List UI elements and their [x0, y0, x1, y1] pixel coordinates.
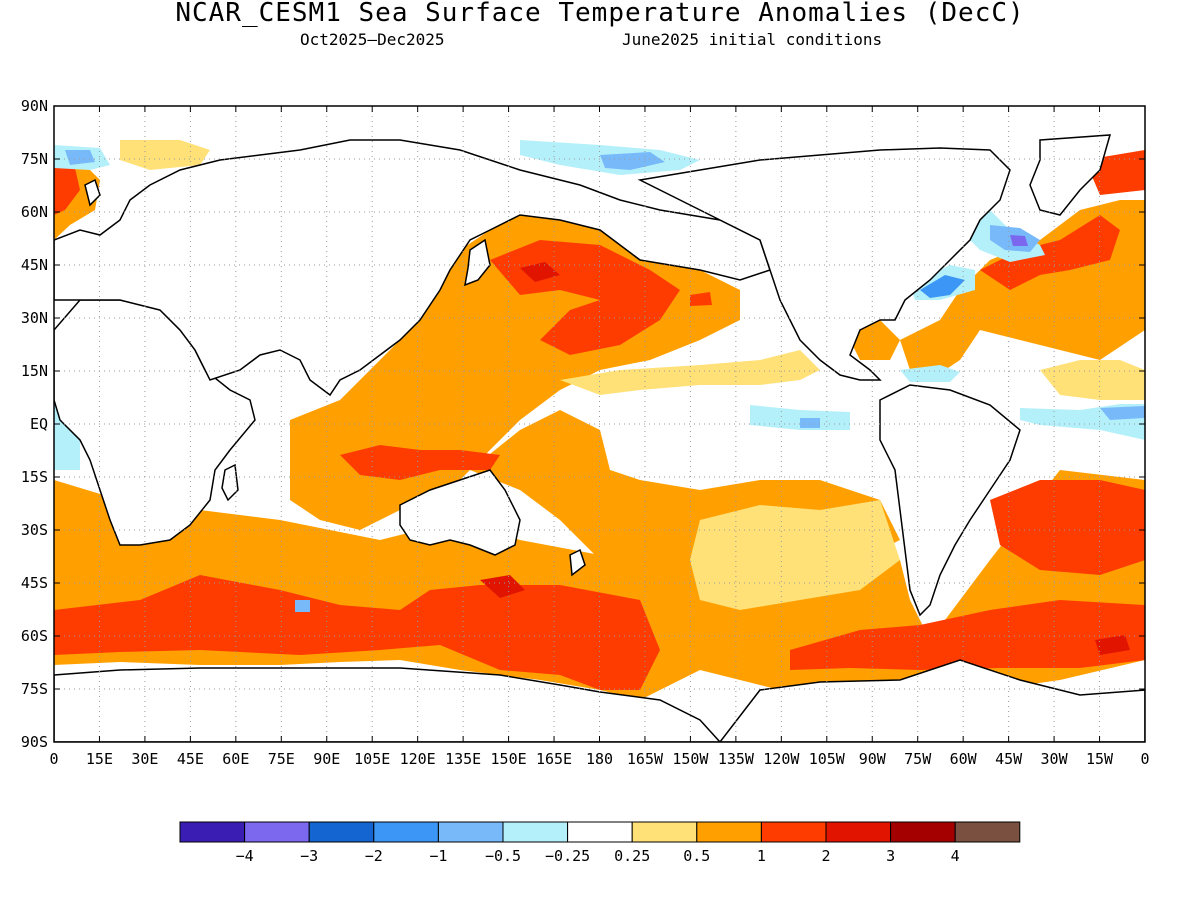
colorbar-label: −4 — [236, 847, 254, 865]
lon-tick-label: 105E — [354, 750, 390, 768]
colorbar-label: −2 — [365, 847, 383, 865]
lon-tick-label: 45E — [177, 750, 204, 768]
colorbar-swatch — [437, 821, 504, 843]
graticule — [54, 106, 1145, 742]
colorbar-label: −0.25 — [545, 847, 590, 865]
colorbar-swatch — [502, 821, 569, 843]
australia — [399, 469, 521, 556]
greenland — [1029, 134, 1112, 216]
lat-tick-label: 45N — [21, 256, 48, 274]
lon-tick-label: 135E — [445, 750, 481, 768]
lon-tick-label: 150W — [672, 750, 709, 768]
colorbar-label: −3 — [300, 847, 318, 865]
lon-tick-label: 30E — [131, 750, 158, 768]
initial-conditions: June2025 initial conditions — [622, 30, 883, 49]
colorbar-labels: −4 −3 −2 −1 −0.5 −0.25 0.25 0.5 1 2 3 4 — [236, 847, 960, 865]
colorbar-label: 3 — [886, 847, 895, 865]
lat-tick-label: 75N — [21, 150, 48, 168]
colorbar — [179, 821, 1021, 843]
colorbar-swatch — [179, 821, 246, 843]
colorbar-swatch — [308, 821, 375, 843]
lat-tick-label: 15S — [21, 468, 48, 486]
lon-tick-label: 180 — [586, 750, 613, 768]
colorbar-label: −1 — [429, 847, 447, 865]
lat-tick-label: 90N — [21, 97, 48, 115]
lon-tick-label: 75W — [904, 750, 932, 768]
lon-tick-label: 15E — [86, 750, 113, 768]
lon-tick-label: 75E — [268, 750, 295, 768]
lon-tick-label: 135W — [718, 750, 755, 768]
forecast-period: Oct2025–Dec2025 — [300, 30, 445, 49]
lon-tick-label: 45W — [995, 750, 1023, 768]
lon-tick-label: 90W — [859, 750, 887, 768]
colorbar-label: 0.5 — [683, 847, 710, 865]
lat-tick-label: 45S — [21, 574, 48, 592]
lat-tick-label: EQ — [30, 415, 48, 433]
colorbar-label: −0.5 — [485, 847, 521, 865]
lat-tick-label: 30S — [21, 521, 48, 539]
south-america — [879, 384, 1021, 617]
lon-tick-label: 150E — [491, 750, 527, 768]
lon-tick-label: 60E — [222, 750, 249, 768]
antarctica — [54, 667, 722, 742]
lon-tick-label: 165W — [627, 750, 664, 768]
lon-tick-label: 105W — [809, 750, 846, 768]
colorbar-label: 4 — [951, 847, 960, 865]
lon-tick-label: 90E — [313, 750, 340, 768]
colorbar-swatch — [825, 821, 892, 843]
lon-tick-label: 120W — [763, 750, 800, 768]
continent-outlines — [54, 134, 1145, 742]
lat-tick-label: 90S — [21, 733, 48, 751]
lat-tick-label: 75S — [21, 680, 48, 698]
colorbar-label: 1 — [757, 847, 766, 865]
lon-tick-label: 120E — [400, 750, 436, 768]
lat-tick-label: 30N — [21, 309, 48, 327]
colorbar-swatch — [954, 821, 1021, 843]
colorbar-swatch — [631, 821, 698, 843]
map-title: NCAR_CESM1 Sea Surface Temperature Anoma… — [175, 0, 1025, 28]
lon-tick-label: 60W — [950, 750, 978, 768]
lon-tick-label: 30W — [1041, 750, 1069, 768]
lon-tick-label: 165E — [536, 750, 572, 768]
lat-tick-label: 15N — [21, 362, 48, 380]
lon-tick-label: 0 — [49, 750, 58, 768]
colorbar-swatch — [373, 821, 439, 843]
colorbar-label: 2 — [821, 847, 830, 865]
lat-tick-label: 60S — [21, 627, 48, 645]
colorbar-swatch — [244, 821, 310, 843]
lat-tick-label: 60N — [21, 203, 48, 221]
colorbar-swatch — [890, 821, 956, 843]
colorbar-swatch — [567, 821, 633, 843]
colorbar-swatch — [696, 821, 762, 843]
colorbar-swatch — [760, 821, 827, 843]
lon-tick-label: 15W — [1086, 750, 1114, 768]
eurasia — [54, 139, 771, 397]
colorbar-label: 0.25 — [614, 847, 650, 865]
lon-tick-label: 0 — [1140, 750, 1149, 768]
